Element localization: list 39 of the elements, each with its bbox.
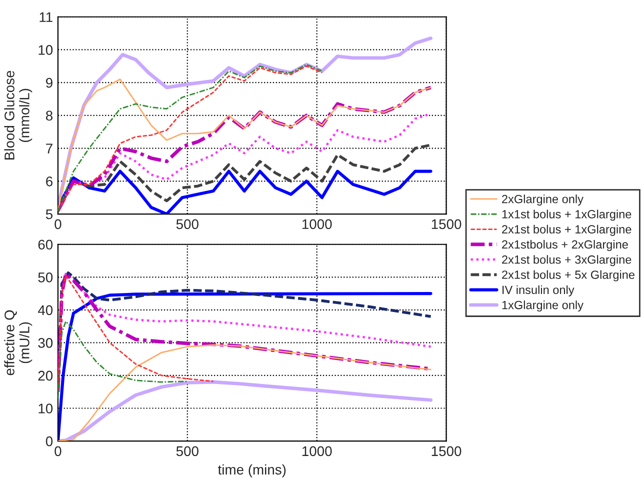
- x-tick-label: 1500: [432, 219, 462, 230]
- y-tick-label: 9: [46, 78, 52, 88]
- legend-label: 2x1st bolus + 1xGlargine: [502, 224, 632, 236]
- y-tick-label: 11: [40, 12, 52, 22]
- x-tick-label: 500: [176, 219, 198, 230]
- x-tick-label: 500: [176, 446, 198, 456]
- line-series: [58, 344, 432, 442]
- line-series: [58, 380, 432, 442]
- legend-label: 2x1stbolus + 2xGlargine: [502, 240, 628, 251]
- y-tick-label: 60: [38, 240, 53, 250]
- x-axis-title: time (mins): [218, 464, 286, 478]
- y-tick-label: 6: [46, 176, 52, 186]
- x-tick-label: 1500: [432, 446, 462, 456]
- y-tick-label: 20: [38, 370, 53, 381]
- line-series: [58, 274, 214, 393]
- x-tick-label: 1000: [302, 446, 332, 456]
- y-axis-title: effective Q (mU/L): [4, 310, 32, 376]
- y-tick-label: 30: [38, 338, 53, 348]
- y-tick-label: 7: [46, 144, 52, 154]
- y-tick-label: 10: [38, 404, 53, 414]
- legend-label: IV insulin only: [502, 285, 574, 296]
- legend-label: 1xGlargine only: [502, 300, 584, 312]
- x-tick-label: 0: [54, 219, 62, 230]
- y-axis-title: Blood Glucose (mmol/L): [4, 70, 32, 160]
- line-series: [58, 170, 432, 214]
- line-series: [58, 292, 432, 442]
- line-series: [58, 320, 188, 400]
- x-tick-label: 0: [54, 446, 62, 456]
- y-tick-label: 5: [46, 209, 53, 220]
- legend-label: 2x1st bolus + 3xGlargine: [502, 255, 632, 266]
- legend-label: 2x1st bolus + 5x Glargine: [502, 270, 634, 282]
- y-tick-label: 10: [38, 45, 53, 55]
- y-tick-label: 40: [38, 305, 53, 316]
- x-tick-label: 1000: [302, 219, 332, 230]
- legend-label: 1x1st bolus + 1xGlargine: [502, 210, 632, 221]
- y-tick-label: 50: [38, 272, 53, 282]
- y-tick-label: 0: [46, 436, 53, 446]
- y-tick-label: 8: [46, 110, 52, 121]
- legend-label: 2xGlargine only: [502, 194, 584, 206]
